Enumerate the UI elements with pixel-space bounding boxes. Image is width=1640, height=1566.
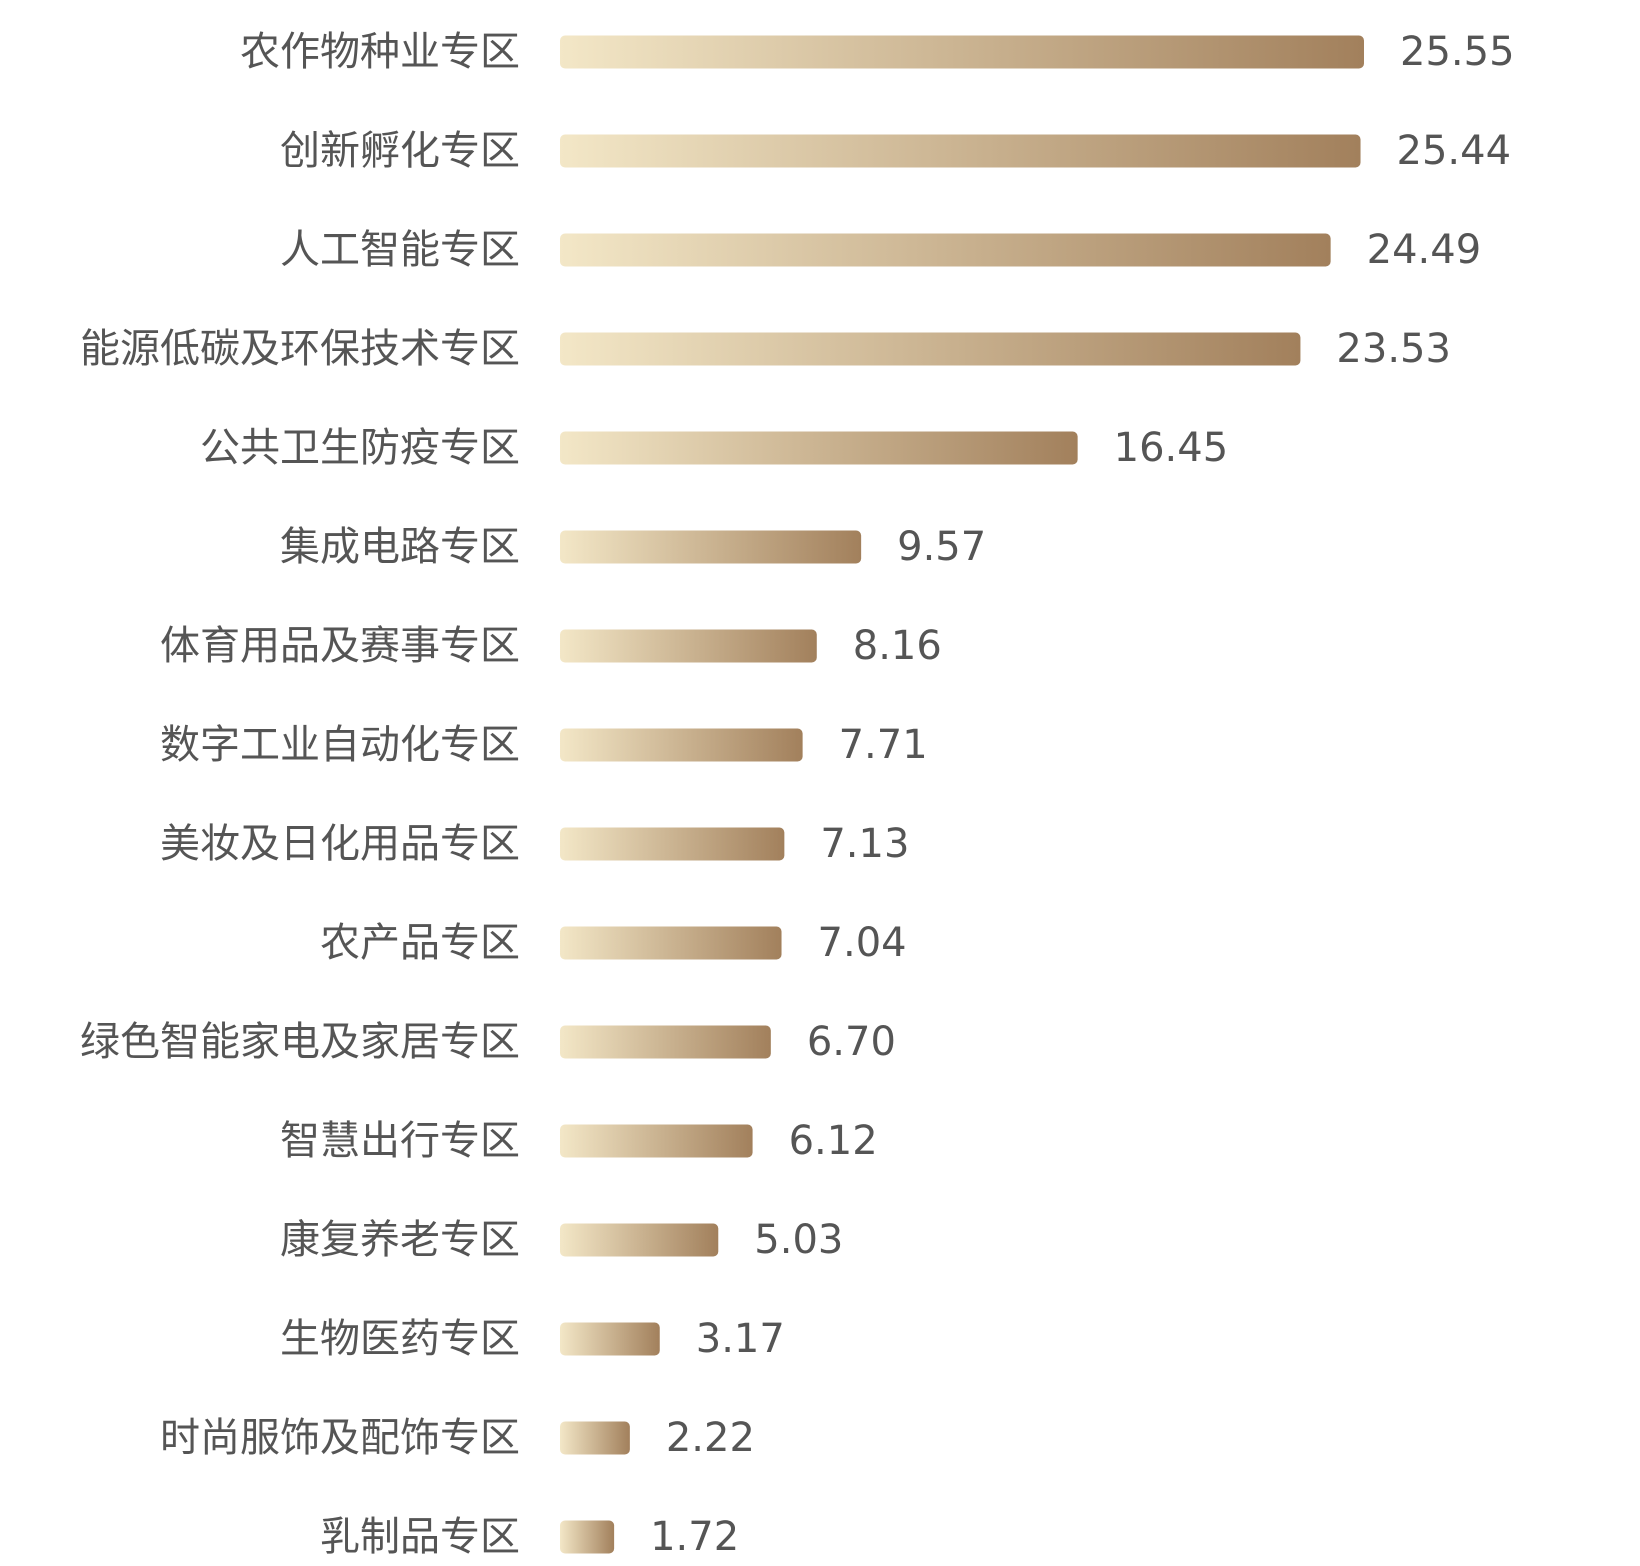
value-label: 5.03 <box>754 1217 843 1263</box>
bar <box>560 530 862 564</box>
category-label: 集成电路专区 <box>280 524 520 570</box>
value-label: 16.45 <box>1114 425 1229 471</box>
value-label: 8.16 <box>853 623 942 669</box>
category-label: 康复养老专区 <box>280 1217 520 1263</box>
bar-row: 数字工业自动化专区 7.71 <box>160 722 928 768</box>
value-label: 6.70 <box>807 1019 896 1065</box>
bar <box>560 1223 719 1257</box>
bar-row: 智慧出行专区 6.12 <box>280 1118 878 1164</box>
category-label: 时尚服饰及配饰专区 <box>160 1415 520 1461</box>
category-label: 体育用品及赛事专区 <box>160 623 520 669</box>
value-label: 1.72 <box>650 1514 739 1560</box>
value-label: 23.53 <box>1336 326 1451 372</box>
bar-row: 体育用品及赛事专区 8.16 <box>160 623 942 669</box>
category-label: 绿色智能家电及家居专区 <box>80 1019 520 1065</box>
bar <box>560 827 785 861</box>
bar <box>560 1520 615 1554</box>
bar-row: 乳制品专区 1.72 <box>320 1514 739 1560</box>
bar <box>560 1322 660 1356</box>
bar <box>560 1025 771 1059</box>
bar-row: 农产品专区 7.04 <box>320 920 907 966</box>
bar <box>560 431 1078 465</box>
value-label: 3.17 <box>696 1316 785 1362</box>
category-label: 农作物种业专区 <box>240 29 520 75</box>
category-label: 乳制品专区 <box>320 1514 520 1560</box>
bar-row: 集成电路专区 9.57 <box>280 524 986 570</box>
bar <box>560 35 1364 69</box>
category-label: 智慧出行专区 <box>280 1118 520 1164</box>
bar-row: 公共卫生防疫专区 16.45 <box>200 425 1228 471</box>
bar <box>560 926 782 960</box>
category-label: 能源低碳及环保技术专区 <box>80 326 520 372</box>
category-label: 农产品专区 <box>320 920 520 966</box>
bar <box>560 134 1361 168</box>
value-label: 6.12 <box>789 1118 878 1164</box>
bar <box>560 1124 753 1158</box>
value-label: 25.44 <box>1397 128 1512 174</box>
bar-row: 农作物种业专区 25.55 <box>240 29 1515 75</box>
category-label: 公共卫生防疫专区 <box>200 425 520 471</box>
value-label: 24.49 <box>1367 227 1482 273</box>
value-label: 2.22 <box>666 1415 755 1461</box>
bar <box>560 629 817 663</box>
bar-row: 康复养老专区 5.03 <box>280 1217 843 1263</box>
value-label: 7.13 <box>820 821 909 867</box>
value-label: 25.55 <box>1400 29 1515 75</box>
category-label: 美妆及日化用品专区 <box>160 821 520 867</box>
bar-row: 能源低碳及环保技术专区 23.53 <box>80 326 1451 372</box>
category-label: 生物医药专区 <box>280 1316 520 1362</box>
bars-layer: 农作物种业专区 25.55 创新孵化专区 25.44 人工智能专区 24.49 能源低碳及环… <box>80 29 1515 1560</box>
bar <box>560 1421 630 1455</box>
category-label: 创新孵化专区 <box>280 128 520 174</box>
value-label: 7.04 <box>818 920 907 966</box>
bar <box>560 233 1331 267</box>
bar-row: 绿色智能家电及家居专区 6.70 <box>80 1019 896 1065</box>
value-label: 9.57 <box>897 524 986 570</box>
value-label: 7.71 <box>839 722 928 768</box>
category-label: 数字工业自动化专区 <box>160 722 520 768</box>
bar-row: 生物医药专区 3.17 <box>280 1316 785 1362</box>
bar-row: 创新孵化专区 25.44 <box>280 128 1511 174</box>
bar-row: 时尚服饰及配饰专区 2.22 <box>160 1415 755 1461</box>
bar <box>560 728 803 762</box>
bar <box>560 332 1301 366</box>
category-label: 人工智能专区 <box>280 227 520 273</box>
bar-row: 人工智能专区 24.49 <box>280 227 1481 273</box>
bar-row: 美妆及日化用品专区 7.13 <box>160 821 909 867</box>
